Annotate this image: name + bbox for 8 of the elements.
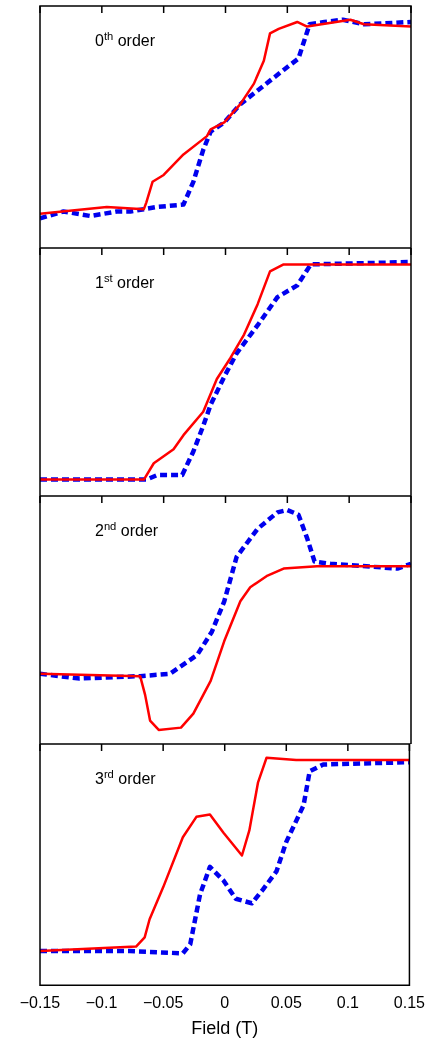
x-tick-label: −0.1 — [85, 994, 118, 1012]
x-tick-label: 0.15 — [393, 994, 426, 1012]
x-tick-label: 0.05 — [270, 994, 302, 1012]
x-axis-title: Field (T) — [191, 1018, 259, 1039]
x-tick-label: −0.05 — [142, 994, 184, 1012]
x-tick-label: 0 — [220, 994, 230, 1012]
x-tick-label: 0.1 — [336, 994, 360, 1012]
x-tick-label: −0.15 — [19, 994, 61, 1012]
